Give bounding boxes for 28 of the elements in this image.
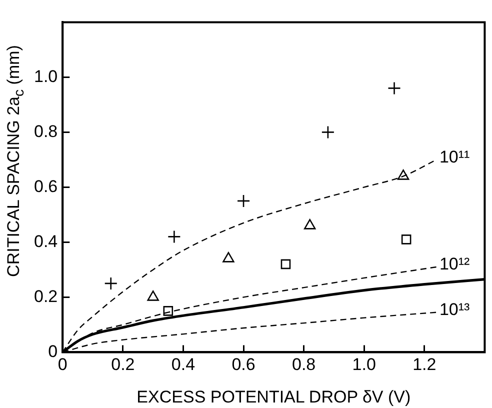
series-label: 10¹³ xyxy=(439,300,470,320)
point xyxy=(321,126,335,139)
y-tick-label: 0 xyxy=(48,342,58,361)
y-tick-label: 0.4 xyxy=(34,232,58,251)
point xyxy=(304,219,316,230)
point xyxy=(388,82,401,95)
point xyxy=(401,234,412,244)
x-tick-label: 0.6 xyxy=(232,355,256,374)
x-tick-label: 0.4 xyxy=(171,355,196,374)
y-tick-label: 1.0 xyxy=(34,66,58,86)
point xyxy=(104,276,118,290)
point xyxy=(168,230,181,244)
series-label: 10¹¹ xyxy=(439,147,470,166)
y-tick-label: 0.6 xyxy=(34,176,58,196)
point xyxy=(397,170,410,180)
point xyxy=(280,259,291,270)
x-axis-title: EXCESS POTENTIAL DROP δV (V) xyxy=(136,387,411,406)
point xyxy=(236,194,250,208)
x-tick-label: 1.0 xyxy=(352,355,376,374)
point xyxy=(147,290,159,301)
series-label: 10¹² xyxy=(439,254,470,274)
point xyxy=(222,252,234,262)
y-tick-label: 0.8 xyxy=(34,122,58,141)
x-tick-label: 0.2 xyxy=(111,355,135,374)
x-tick-label: 0.8 xyxy=(292,355,316,374)
y-tick-label: 0.2 xyxy=(34,286,58,306)
x-tick-label: 1.2 xyxy=(412,355,436,374)
point xyxy=(163,306,174,316)
